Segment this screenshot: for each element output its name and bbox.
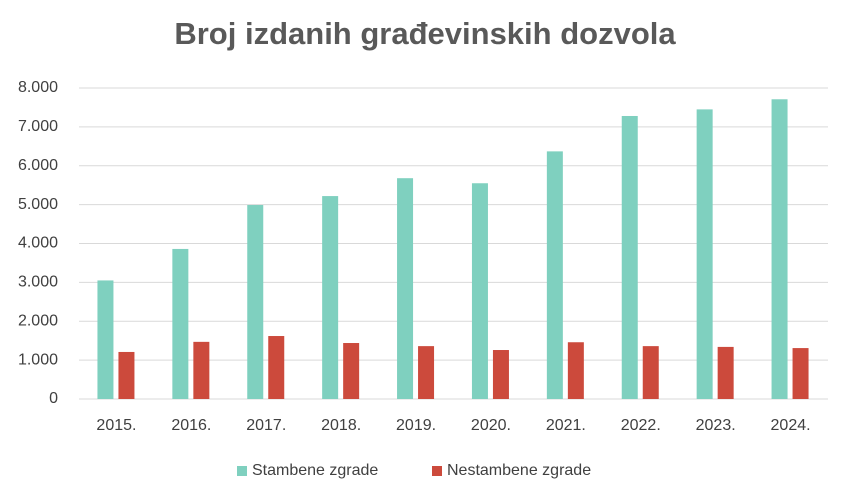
bar [268,336,285,399]
bar [418,346,435,399]
bar [343,343,360,399]
bar [621,115,638,400]
bar [471,183,488,399]
x-tick-label: 2023. [696,417,736,434]
bar [193,341,210,399]
bar [172,248,189,399]
bar [247,205,264,399]
legend-label: Nestambene zgrade [447,462,591,479]
bar [322,196,339,399]
y-tick-label: 0 [49,390,58,407]
y-tick-label: 2.000 [18,312,58,329]
bar [771,99,788,400]
bar [97,280,114,399]
x-tick-label: 2017. [246,417,286,434]
x-tick-label: 2016. [171,417,211,434]
legend-swatch [237,466,247,476]
x-tick-label: 2015. [96,417,136,434]
bar [118,351,135,399]
y-tick-label: 7.000 [18,118,58,135]
bar [696,109,713,399]
bar [397,178,414,399]
x-tick-label: 2020. [471,417,511,434]
x-tick-label: 2021. [546,417,586,434]
bar [642,346,659,399]
bar [717,346,734,399]
x-tick-label: 2022. [621,417,661,434]
bar [492,350,509,399]
x-tick-label: 2018. [321,417,361,434]
y-tick-label: 1.000 [18,351,58,368]
legend-label: Stambene zgrade [252,462,378,479]
y-tick-label: 3.000 [18,274,58,291]
x-tick-label: 2024. [771,417,811,434]
x-tick-label: 2019. [396,417,436,434]
bar [792,348,809,399]
y-tick-label: 5.000 [18,196,58,213]
bar [546,151,563,399]
legend-swatch [432,466,442,476]
y-tick-label: 4.000 [18,235,58,252]
bar [567,342,584,399]
y-tick-label: 8.000 [18,79,58,96]
y-tick-label: 6.000 [18,157,58,174]
chart-title: Broj izdanih građevinskih dozvola [174,16,676,51]
